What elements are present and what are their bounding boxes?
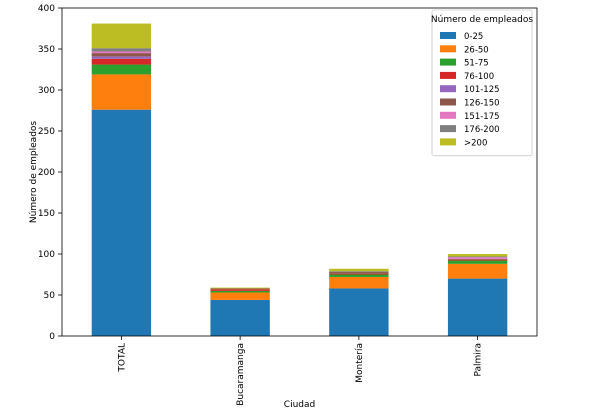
x-tick-label: Montería — [355, 343, 365, 383]
bar-segment-3-1 — [447, 263, 508, 279]
bar-segment-0-6 — [91, 51, 152, 54]
bar-segment-1-5 — [210, 288, 270, 290]
bar-segment-2-8 — [329, 268, 389, 272]
legend-entry-label: 126-150 — [464, 99, 500, 109]
y-tick-label: 100 — [38, 250, 55, 260]
bar-segment-1-2 — [210, 290, 270, 293]
legend-swatch — [440, 111, 456, 119]
legend-entry-label: 76-100 — [464, 72, 494, 82]
y-tick-label: 0 — [49, 332, 55, 342]
y-tick-label: 150 — [38, 209, 55, 219]
bar-segment-2-7 — [329, 271, 389, 273]
y-tick-label: 350 — [38, 45, 55, 55]
bar-segment-3-3 — [447, 259, 508, 261]
bar-segment-3-5 — [447, 258, 508, 260]
legend-swatch — [440, 32, 456, 39]
legend-swatch — [440, 98, 456, 106]
bar-segment-0-5 — [91, 53, 152, 57]
y-tick-label: 50 — [44, 291, 56, 301]
bar-segment-1-1 — [210, 292, 270, 300]
bar-segment-3-8 — [447, 254, 508, 257]
bar-segment-0-1 — [91, 74, 152, 110]
bar-segment-0-3 — [91, 58, 152, 65]
bar-segment-2-5 — [329, 272, 389, 274]
bar-segment-1-3 — [210, 289, 270, 291]
bar-segment-2-1 — [329, 276, 389, 289]
bars-layer — [91, 23, 508, 337]
bar-segment-3-7 — [447, 256, 508, 258]
bar-segment-2-3 — [329, 273, 389, 275]
bar-segment-1-8 — [210, 287, 270, 289]
bar-segment-3-6 — [447, 257, 508, 259]
legend-items: 0-25 26-50 51-75 76-100 101-125 126-150 151-17… — [440, 32, 500, 148]
bar-segment-0-8 — [91, 23, 152, 49]
legend-entry-label: 101-125 — [464, 85, 500, 95]
legend-swatch — [440, 58, 456, 66]
y-tick-label: 400 — [38, 4, 55, 14]
x-axis: TOTAL Bucaramanga Montería Palmira — [117, 336, 484, 406]
legend-entry-label: 176-200 — [464, 125, 500, 135]
bar-segment-0-7 — [91, 48, 152, 52]
bar-segment-3-0 — [447, 278, 508, 336]
legend-entry-label: 51-75 — [464, 59, 489, 69]
bar-segment-3-2 — [447, 260, 508, 264]
bar-segment-0-0 — [91, 109, 152, 337]
legend-box — [431, 9, 533, 157]
y-axis: 0 50 100 150 200 250 300 350 400 — [38, 4, 62, 342]
legend-swatch — [440, 85, 456, 93]
x-tick-label: Palmira — [474, 343, 484, 377]
bar-segment-0-2 — [91, 64, 152, 75]
legend-entry-label: >200 — [464, 138, 487, 148]
y-tick-label: 200 — [38, 168, 55, 178]
legend-entry-label: 151-175 — [464, 112, 500, 122]
legend-swatch — [440, 138, 456, 146]
legend-entry-label: 26-50 — [464, 45, 489, 55]
x-tick-label: TOTAL — [117, 343, 127, 373]
bar-segment-1-0 — [210, 299, 270, 336]
y-axis-label: Número de empleados — [29, 121, 39, 224]
x-axis-label: Ciudad — [284, 400, 315, 410]
y-tick-label: 250 — [38, 127, 55, 137]
legend-swatch — [440, 125, 456, 133]
legend-entry-label: 0-25 — [464, 32, 483, 42]
bar-segment-2-0 — [329, 288, 389, 336]
legend-swatch — [440, 71, 456, 79]
y-tick-label: 300 — [38, 86, 55, 96]
x-tick-label: Bucaramanga — [236, 343, 246, 406]
legend-title: Número de empleados — [431, 15, 534, 25]
bar-segment-0-4 — [91, 56, 152, 59]
legend: Número de empleados 0-25 26-50 51-75 76-100… — [431, 9, 534, 157]
legend-swatch — [440, 45, 456, 53]
bar-segment-2-2 — [329, 274, 389, 277]
